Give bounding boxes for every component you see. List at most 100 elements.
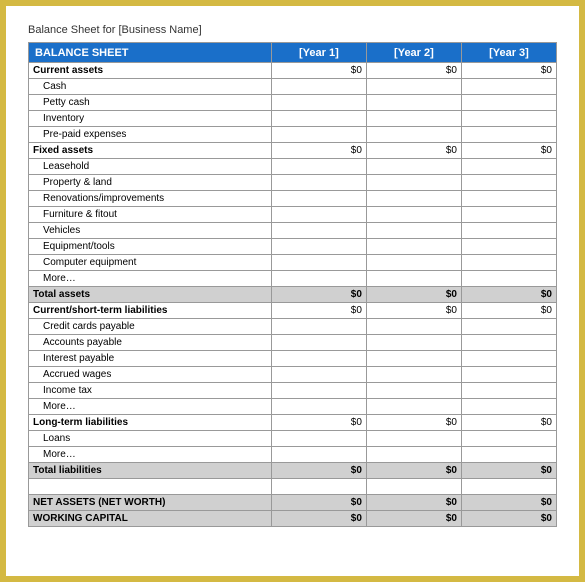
row-label: Total liabilities bbox=[29, 463, 272, 479]
table-header-row: BALANCE SHEET [Year 1] [Year 2] [Year 3] bbox=[29, 43, 557, 63]
row-value bbox=[366, 159, 461, 175]
row-value bbox=[461, 239, 556, 255]
row-value: $0 bbox=[366, 463, 461, 479]
header-year3: [Year 3] bbox=[461, 43, 556, 63]
spacer-cell bbox=[29, 479, 272, 495]
table-row: Income tax bbox=[29, 383, 557, 399]
row-value bbox=[461, 319, 556, 335]
row-value bbox=[461, 159, 556, 175]
row-value bbox=[271, 447, 366, 463]
row-value: $0 bbox=[461, 143, 556, 159]
row-value: $0 bbox=[366, 63, 461, 79]
row-value bbox=[271, 383, 366, 399]
row-label: Petty cash bbox=[29, 95, 272, 111]
document-frame: Balance Sheet for [Business Name] BALANC… bbox=[0, 0, 585, 582]
row-value bbox=[271, 399, 366, 415]
row-value bbox=[366, 255, 461, 271]
table-row: WORKING CAPITAL$0$0$0 bbox=[29, 511, 557, 527]
row-value: $0 bbox=[271, 415, 366, 431]
row-value: $0 bbox=[366, 495, 461, 511]
row-value: $0 bbox=[271, 511, 366, 527]
table-row: Current/short-term liabilities$0$0$0 bbox=[29, 303, 557, 319]
row-label: Credit cards payable bbox=[29, 319, 272, 335]
row-label: Pre-paid expenses bbox=[29, 127, 272, 143]
row-label: Inventory bbox=[29, 111, 272, 127]
row-value bbox=[461, 383, 556, 399]
row-label: Current assets bbox=[29, 63, 272, 79]
row-label: WORKING CAPITAL bbox=[29, 511, 272, 527]
header-year1: [Year 1] bbox=[271, 43, 366, 63]
row-value bbox=[461, 399, 556, 415]
row-value: $0 bbox=[461, 463, 556, 479]
row-value bbox=[366, 319, 461, 335]
row-label: Computer equipment bbox=[29, 255, 272, 271]
row-value bbox=[366, 127, 461, 143]
row-value bbox=[366, 335, 461, 351]
table-row: Equipment/tools bbox=[29, 239, 557, 255]
row-value bbox=[461, 335, 556, 351]
row-value bbox=[271, 223, 366, 239]
table-row: More… bbox=[29, 271, 557, 287]
row-value bbox=[271, 239, 366, 255]
row-value bbox=[366, 239, 461, 255]
table-row: Credit cards payable bbox=[29, 319, 557, 335]
table-row: Total liabilities$0$0$0 bbox=[29, 463, 557, 479]
table-row: Pre-paid expenses bbox=[29, 127, 557, 143]
row-value bbox=[461, 367, 556, 383]
table-row: Vehicles bbox=[29, 223, 557, 239]
row-label: Leasehold bbox=[29, 159, 272, 175]
row-value: $0 bbox=[271, 495, 366, 511]
row-value: $0 bbox=[461, 495, 556, 511]
spacer-row bbox=[29, 479, 557, 495]
row-value: $0 bbox=[461, 303, 556, 319]
row-value: $0 bbox=[461, 415, 556, 431]
row-value: $0 bbox=[271, 463, 366, 479]
row-value bbox=[366, 95, 461, 111]
spacer-cell bbox=[271, 479, 366, 495]
table-row: Accounts payable bbox=[29, 335, 557, 351]
table-row: Long-term liabilities$0$0$0 bbox=[29, 415, 557, 431]
row-value: $0 bbox=[271, 143, 366, 159]
row-value bbox=[366, 431, 461, 447]
row-value bbox=[366, 447, 461, 463]
table-row: Leasehold bbox=[29, 159, 557, 175]
row-label: Long-term liabilities bbox=[29, 415, 272, 431]
table-row: Accrued wages bbox=[29, 367, 557, 383]
row-value bbox=[366, 175, 461, 191]
row-value: $0 bbox=[461, 63, 556, 79]
row-value bbox=[271, 111, 366, 127]
row-value bbox=[271, 271, 366, 287]
row-label: Furniture & fitout bbox=[29, 207, 272, 223]
row-label: Fixed assets bbox=[29, 143, 272, 159]
row-value bbox=[271, 255, 366, 271]
row-value bbox=[366, 111, 461, 127]
row-value bbox=[366, 223, 461, 239]
row-value bbox=[461, 431, 556, 447]
row-value bbox=[271, 351, 366, 367]
row-value bbox=[366, 271, 461, 287]
row-label: Accounts payable bbox=[29, 335, 272, 351]
row-value: $0 bbox=[461, 511, 556, 527]
row-value bbox=[271, 159, 366, 175]
row-value bbox=[366, 367, 461, 383]
table-row: Inventory bbox=[29, 111, 557, 127]
table-row: Loans bbox=[29, 431, 557, 447]
row-label: Current/short-term liabilities bbox=[29, 303, 272, 319]
row-value bbox=[271, 95, 366, 111]
row-value bbox=[461, 95, 556, 111]
table-row: Renovations/improvements bbox=[29, 191, 557, 207]
row-label: Interest payable bbox=[29, 351, 272, 367]
table-row: NET ASSETS (NET WORTH)$0$0$0 bbox=[29, 495, 557, 511]
row-label: More… bbox=[29, 447, 272, 463]
row-label: Equipment/tools bbox=[29, 239, 272, 255]
table-row: Interest payable bbox=[29, 351, 557, 367]
row-value bbox=[461, 111, 556, 127]
table-row: Property & land bbox=[29, 175, 557, 191]
row-value bbox=[366, 383, 461, 399]
row-value bbox=[271, 319, 366, 335]
table-row: Fixed assets$0$0$0 bbox=[29, 143, 557, 159]
row-value bbox=[271, 367, 366, 383]
row-value bbox=[271, 175, 366, 191]
header-label: BALANCE SHEET bbox=[29, 43, 272, 63]
table-row: More… bbox=[29, 447, 557, 463]
